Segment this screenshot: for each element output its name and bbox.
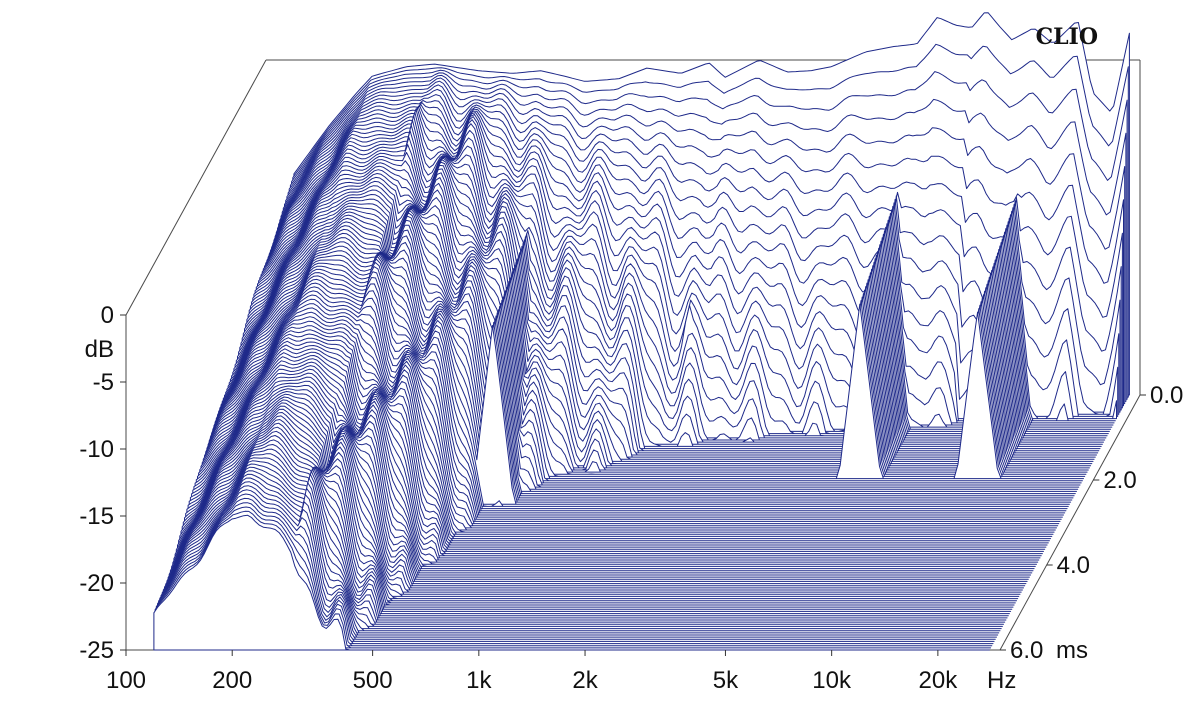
y-tick-label: -5 bbox=[93, 369, 114, 396]
z-tick-label: 2.0 bbox=[1103, 467, 1136, 494]
z-unit-label: ms bbox=[1056, 637, 1088, 664]
x-tick-label: 1k bbox=[466, 667, 492, 694]
axis-ticks bbox=[120, 314, 1146, 656]
z-tick-label: 4.0 bbox=[1057, 552, 1090, 579]
x-tick-label: 500 bbox=[353, 667, 393, 694]
brand-logo: CLIO bbox=[1036, 24, 1098, 50]
decay-slice bbox=[207, 344, 1044, 552]
decay-slice bbox=[209, 337, 1047, 548]
y-tick-label: -25 bbox=[79, 637, 114, 664]
z-tick-label: 0.0 bbox=[1150, 382, 1183, 409]
decay-slice bbox=[153, 514, 990, 651]
y-unit-label: dB bbox=[85, 336, 114, 363]
top-left-edge bbox=[125, 59, 267, 316]
decay-slice bbox=[208, 340, 1046, 550]
floor-right-edge bbox=[999, 394, 1141, 651]
x-tick-label: 200 bbox=[212, 667, 252, 694]
z-tick-label: 6.0 bbox=[1010, 637, 1043, 664]
x-tick-label: 2k bbox=[572, 667, 598, 694]
y-tick-label: -20 bbox=[79, 570, 114, 597]
decay-slices bbox=[153, 12, 1130, 651]
y-tick-label: -10 bbox=[79, 436, 114, 463]
x-tick-label: 10k bbox=[812, 667, 852, 694]
y-tick-label: 0 bbox=[101, 302, 114, 329]
x-tick-label: 5k bbox=[713, 667, 739, 694]
decay-slice bbox=[211, 333, 1048, 546]
x-tick-label: 20k bbox=[919, 667, 959, 694]
y-tick-label: -15 bbox=[79, 503, 114, 530]
x-tick-label: 100 bbox=[106, 667, 146, 694]
x-unit-label: Hz bbox=[987, 667, 1016, 694]
axis-labels: 100 200 500 1k 2k 5k 10k 20k Hz 0 -5 -10 -15 -20 -25 dB… bbox=[79, 302, 1183, 694]
